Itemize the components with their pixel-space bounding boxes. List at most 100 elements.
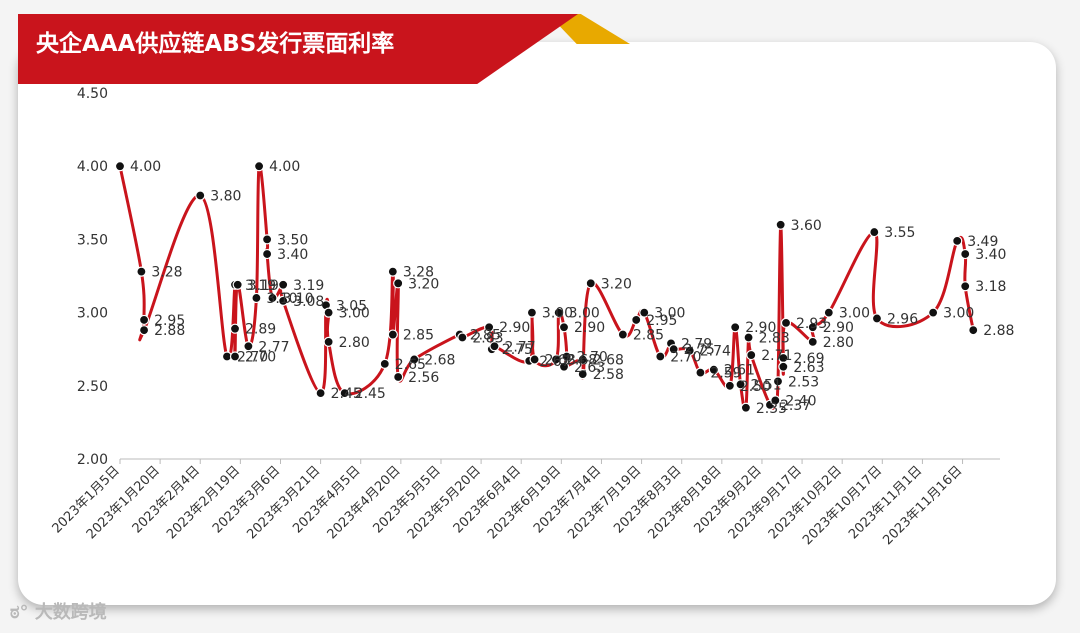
data-label: 2.80 xyxy=(823,335,854,351)
data-label: 3.10 xyxy=(266,291,297,307)
x-tick-label: 2023年4月20日 xyxy=(325,463,404,542)
data-label: 2.95 xyxy=(646,313,677,329)
data-point xyxy=(778,361,789,372)
data-label: 2.85 xyxy=(470,328,501,344)
data-label: 3.80 xyxy=(210,188,241,204)
data-label: 3.18 xyxy=(975,279,1006,295)
data-label: 4.00 xyxy=(130,159,161,175)
data-point xyxy=(577,354,588,365)
data-label: 3.00 xyxy=(839,306,870,322)
data-label: 3.55 xyxy=(884,225,915,241)
data-label: 3.28 xyxy=(151,265,182,281)
data-point xyxy=(262,234,273,245)
data-label: 3.00 xyxy=(654,306,685,322)
data-point xyxy=(746,349,757,361)
data-point xyxy=(484,322,495,333)
data-label: 3.00 xyxy=(943,306,974,322)
data-point xyxy=(387,329,398,340)
x-tick-label: 2023年7月19日 xyxy=(565,463,644,542)
data-label: 4.00 xyxy=(269,159,300,175)
data-point xyxy=(315,388,326,399)
data-point xyxy=(684,345,695,356)
data-point xyxy=(724,380,735,391)
data-point xyxy=(740,402,751,413)
data-label: 2.65 xyxy=(395,357,426,373)
data-label: 2.83 xyxy=(759,330,790,346)
data-point xyxy=(558,361,570,372)
data-label: 3.00 xyxy=(542,306,573,322)
data-label: 2.77 xyxy=(504,339,535,355)
data-label: 2.70 xyxy=(237,350,268,366)
data-point xyxy=(585,278,596,289)
data-point xyxy=(960,281,971,292)
y-tick-label: 3.00 xyxy=(77,306,108,322)
data-point xyxy=(743,332,754,343)
data-label: 2.37 xyxy=(780,398,811,414)
y-tick-label: 3.50 xyxy=(77,232,108,248)
data-point xyxy=(823,307,834,318)
data-label: 2.68 xyxy=(545,352,576,368)
data-label: 2.40 xyxy=(785,393,816,409)
data-point xyxy=(529,354,540,365)
data-point xyxy=(393,278,404,289)
data-label: 2.56 xyxy=(408,370,439,386)
data-point xyxy=(278,279,289,290)
x-tick-label: 2023年1月5日 xyxy=(50,463,123,536)
data-label: 3.49 xyxy=(967,234,998,250)
data-point xyxy=(136,266,147,277)
data-label: 3.60 xyxy=(791,218,822,234)
data-label: 2.68 xyxy=(566,352,597,368)
x-tick-label: 2023年8月18日 xyxy=(646,463,725,542)
data-point xyxy=(229,351,241,362)
data-point xyxy=(631,314,642,326)
data-point xyxy=(772,376,784,387)
y-tick-label: 2.50 xyxy=(77,379,108,395)
title-banner xyxy=(18,14,578,84)
data-label: 2.63 xyxy=(793,360,824,376)
data-point xyxy=(780,317,792,328)
x-tick-label: 2023年6月19日 xyxy=(485,463,564,542)
data-label: 2.90 xyxy=(823,320,854,336)
data-point xyxy=(393,371,404,383)
data-label: 3.20 xyxy=(408,276,439,292)
data-point xyxy=(968,325,979,336)
data-label: 2.70 xyxy=(670,350,701,366)
data-label: 3.19 xyxy=(248,278,279,294)
data-point xyxy=(267,292,278,304)
data-label: 2.90 xyxy=(745,320,776,336)
data-point xyxy=(323,307,334,318)
data-point xyxy=(339,388,350,399)
x-tick-label: 2023年5月20日 xyxy=(405,463,484,542)
data-point xyxy=(558,322,570,333)
data-point xyxy=(251,292,262,304)
data-point xyxy=(553,307,564,318)
data-point xyxy=(195,190,206,201)
data-point xyxy=(457,332,468,343)
data-point xyxy=(952,235,963,246)
data-point xyxy=(960,248,971,260)
series-layer xyxy=(114,161,979,413)
data-point xyxy=(807,322,818,333)
data-label: 2.68 xyxy=(593,352,624,368)
data-label: 2.68 xyxy=(424,352,455,368)
data-point xyxy=(278,295,289,306)
data-label: 2.71 xyxy=(761,348,792,364)
x-tick-label: 2023年1月20日 xyxy=(84,463,163,542)
data-label: 2.45 xyxy=(331,386,362,402)
data-point xyxy=(387,266,398,277)
data-label: 2.45 xyxy=(355,386,386,402)
data-label: 3.05 xyxy=(336,298,367,314)
data-point xyxy=(526,307,538,318)
data-point xyxy=(871,313,883,324)
data-label: 2.69 xyxy=(793,351,824,367)
data-point xyxy=(708,364,719,375)
data-label: 2.90 xyxy=(574,320,605,336)
x-tick-label: 2023年11月1日 xyxy=(846,463,925,542)
data-label: 2.80 xyxy=(339,335,370,351)
data-label: 3.00 xyxy=(569,306,600,322)
data-point xyxy=(735,379,746,390)
data-label: 2.35 xyxy=(756,401,787,417)
data-point xyxy=(232,279,243,290)
data-point xyxy=(409,354,420,365)
data-point xyxy=(550,354,562,365)
